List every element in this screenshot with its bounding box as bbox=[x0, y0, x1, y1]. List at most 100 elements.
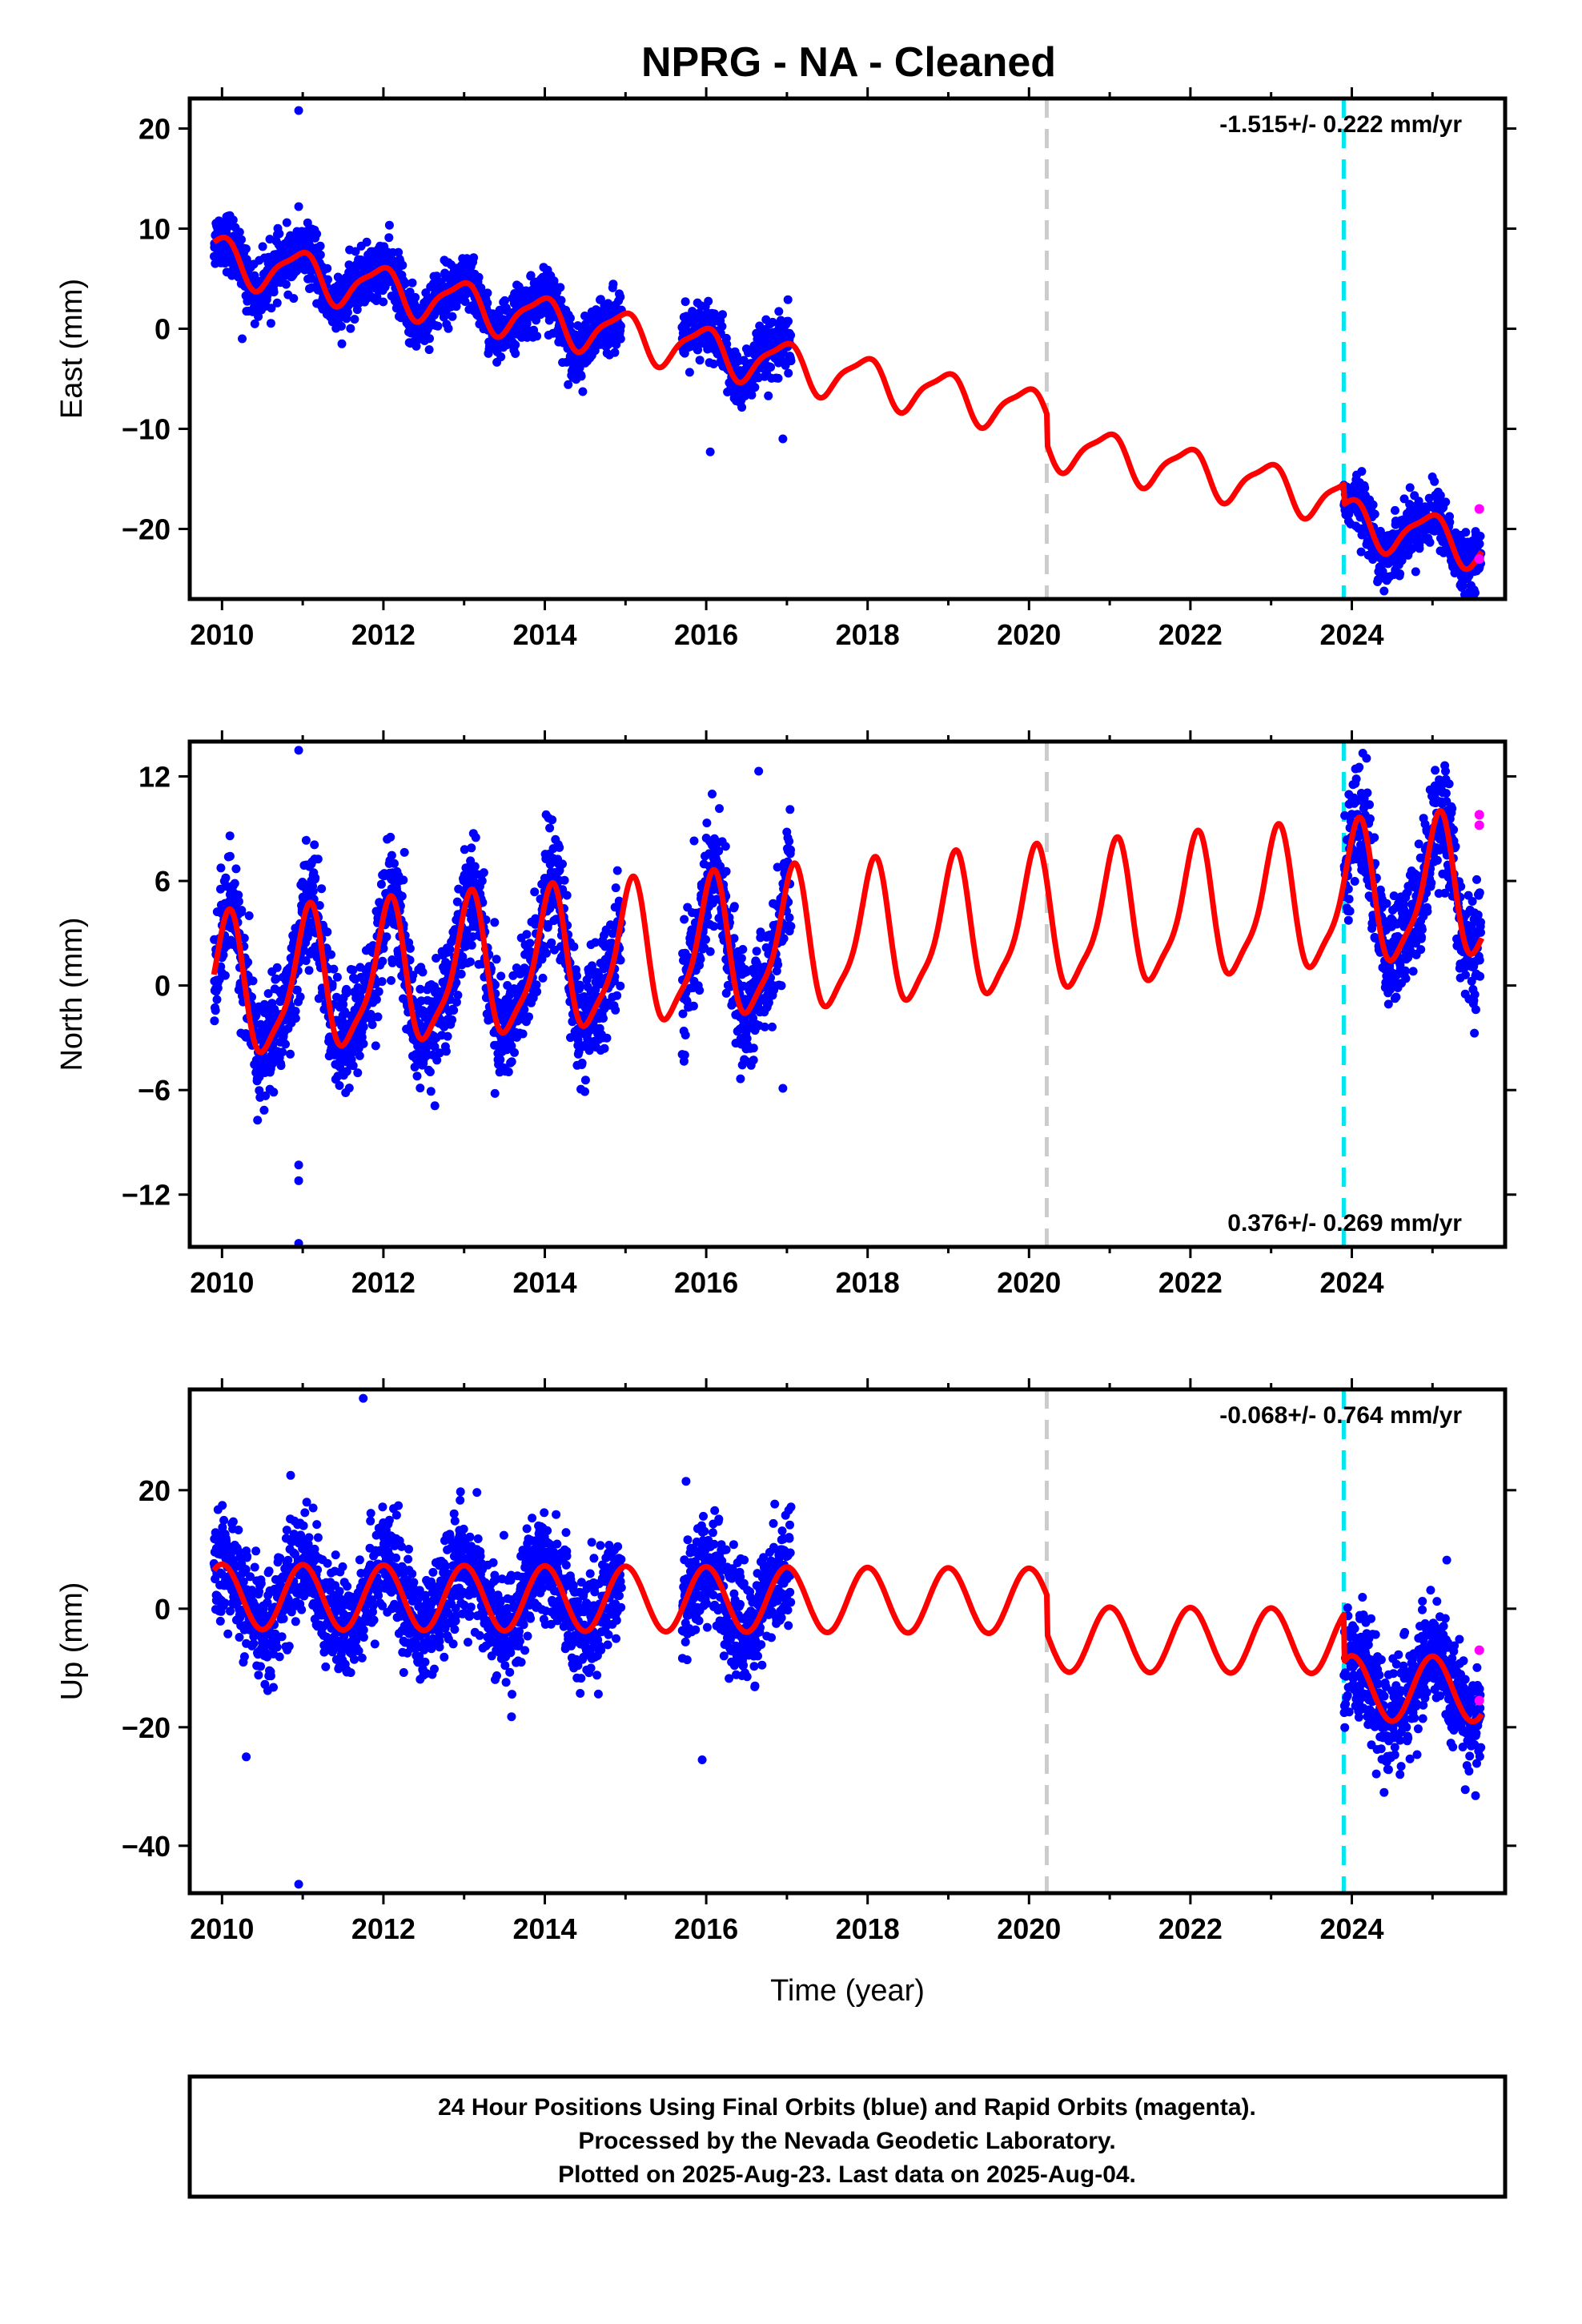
data-point bbox=[518, 1029, 528, 1039]
data-point bbox=[248, 976, 258, 986]
data-point bbox=[542, 948, 551, 958]
data-point bbox=[210, 1016, 219, 1026]
data-point bbox=[282, 218, 291, 227]
data-point bbox=[376, 879, 386, 889]
data-point bbox=[785, 837, 794, 846]
data-point bbox=[332, 992, 341, 1002]
data-point bbox=[786, 331, 796, 340]
data-point bbox=[301, 956, 311, 966]
rapid-point bbox=[1474, 554, 1484, 564]
data-point bbox=[418, 967, 428, 977]
x-tick-label: 2024 bbox=[1319, 618, 1383, 651]
data-point bbox=[424, 345, 434, 355]
data-point bbox=[452, 978, 461, 987]
data-point bbox=[1351, 774, 1361, 784]
data-point bbox=[359, 1039, 368, 1048]
data-point bbox=[569, 942, 579, 951]
data-point bbox=[460, 845, 469, 854]
data-point bbox=[1395, 569, 1405, 578]
data-point bbox=[721, 842, 730, 851]
data-point bbox=[737, 954, 746, 963]
x-tick-label: 2014 bbox=[512, 618, 576, 651]
data-point bbox=[556, 296, 566, 305]
data-point bbox=[350, 315, 359, 324]
data-point bbox=[784, 316, 793, 326]
data-point bbox=[267, 304, 276, 313]
data-point bbox=[571, 965, 580, 975]
data-point bbox=[783, 295, 793, 304]
panel-frame bbox=[187, 96, 1508, 601]
data-point bbox=[507, 1057, 516, 1067]
data-point bbox=[576, 372, 586, 381]
data-point bbox=[432, 1055, 442, 1065]
data-point bbox=[785, 805, 795, 814]
data-point bbox=[511, 340, 520, 350]
data-point bbox=[611, 1005, 620, 1015]
data-point bbox=[460, 297, 470, 307]
data-point bbox=[416, 1084, 425, 1093]
data-point bbox=[449, 1006, 459, 1015]
data-point bbox=[213, 983, 223, 993]
data-point bbox=[785, 913, 794, 923]
data-point bbox=[343, 308, 352, 317]
rapid-point bbox=[1474, 504, 1484, 514]
data-point bbox=[235, 227, 244, 237]
data-point bbox=[471, 833, 480, 842]
data-point bbox=[1414, 497, 1423, 506]
outlier-point bbox=[238, 334, 247, 344]
data-point bbox=[412, 341, 421, 351]
x-tick-label: 2022 bbox=[1158, 618, 1223, 651]
data-point bbox=[377, 977, 387, 987]
data-point bbox=[709, 360, 718, 368]
data-point bbox=[253, 1116, 263, 1125]
data-point bbox=[1397, 556, 1407, 565]
data-point bbox=[271, 974, 281, 983]
data-point bbox=[492, 955, 501, 964]
data-point bbox=[525, 939, 535, 948]
data-point bbox=[490, 1088, 500, 1098]
data-point bbox=[575, 980, 584, 990]
data-point bbox=[329, 964, 339, 974]
data-point bbox=[347, 1047, 357, 1057]
data-point bbox=[747, 390, 757, 400]
data-point bbox=[490, 918, 500, 927]
data-point bbox=[398, 260, 408, 270]
data-point bbox=[511, 349, 520, 358]
data-point bbox=[600, 1043, 609, 1053]
data-point bbox=[443, 1031, 452, 1041]
data-point bbox=[315, 241, 325, 251]
data-point bbox=[445, 945, 455, 955]
data-point bbox=[351, 247, 360, 256]
data-point bbox=[269, 1088, 279, 1097]
data-point bbox=[405, 943, 415, 953]
data-point bbox=[722, 340, 732, 349]
data-point bbox=[612, 991, 622, 1000]
plot-area bbox=[210, 742, 1485, 1247]
east-panel: 2010 2012 2014 2016 2018 2020 2022 2024−20−1001… bbox=[55, 87, 1516, 651]
x-tick-label: 2020 bbox=[997, 618, 1061, 651]
data-point bbox=[520, 1005, 529, 1015]
data-point bbox=[1439, 548, 1448, 557]
data-point bbox=[532, 980, 541, 990]
data-point bbox=[452, 997, 461, 1007]
data-point bbox=[335, 1081, 344, 1090]
data-point bbox=[221, 873, 231, 883]
data-point bbox=[244, 911, 254, 920]
plot-area bbox=[210, 99, 1486, 599]
data-point bbox=[474, 272, 484, 282]
data-point bbox=[465, 957, 475, 967]
data-point bbox=[272, 963, 282, 972]
data-point bbox=[1435, 491, 1445, 501]
rate-label: -1.515+/- 0.222 mm/yr bbox=[1219, 111, 1462, 138]
data-point bbox=[522, 930, 532, 939]
data-point bbox=[680, 1050, 689, 1059]
data-point bbox=[292, 985, 302, 995]
data-point bbox=[577, 1058, 587, 1068]
data-point bbox=[266, 319, 275, 328]
data-point bbox=[749, 1043, 758, 1053]
data-point bbox=[705, 947, 715, 956]
data-point bbox=[303, 218, 312, 227]
data-point bbox=[681, 297, 690, 307]
data-point bbox=[346, 324, 355, 333]
data-point bbox=[773, 960, 783, 970]
